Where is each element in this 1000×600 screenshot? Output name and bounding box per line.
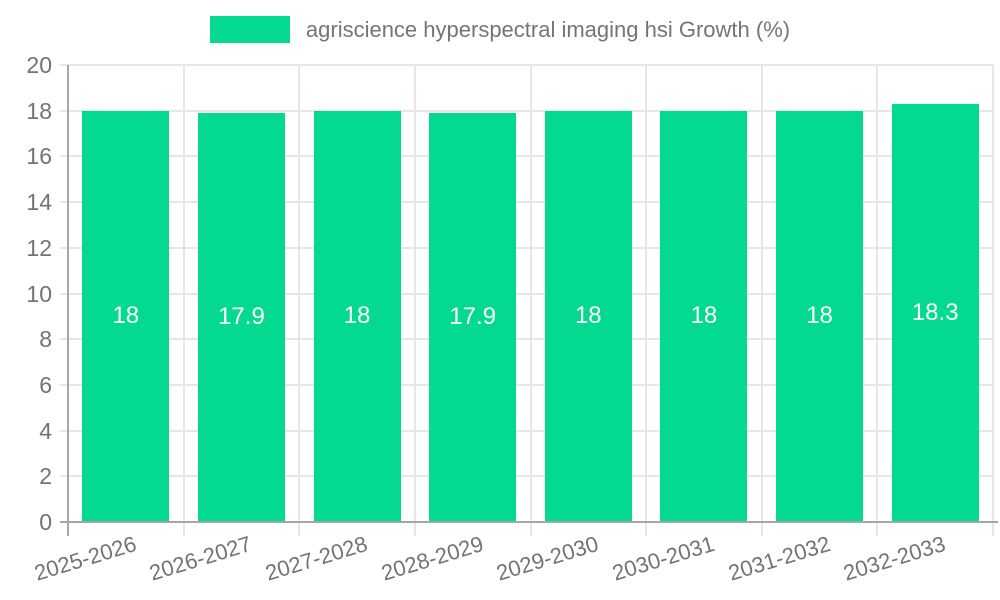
bar: 18.3 [891, 103, 979, 522]
bar: 18 [544, 110, 632, 522]
y-axis-tick-label: 18 [26, 97, 52, 124]
bar-value-label: 18 [574, 302, 602, 330]
y-axis-tick-label: 14 [26, 189, 52, 216]
y-axis-tick-label: 4 [39, 417, 52, 444]
plot-area: 18 17.9 18 17.9 18 18 18 18.3 [60, 64, 994, 536]
bar: 18 [82, 110, 170, 522]
bar: 17.9 [429, 112, 517, 522]
y-axis-tick-label: 10 [26, 280, 52, 307]
y-axis-tick-label: 16 [26, 143, 52, 170]
bar: 17.9 [197, 112, 285, 522]
bar-value-label: 18.3 [911, 298, 959, 326]
x-gridline [992, 65, 994, 536]
y-gridline [60, 109, 993, 112]
y-axis-tick-label: 2 [39, 463, 52, 490]
y-axis-tick-label: 6 [39, 371, 52, 398]
y-axis-line [67, 65, 69, 536]
y-gridline [60, 155, 993, 158]
y-gridline [60, 383, 993, 386]
y-gridline [60, 475, 993, 478]
bar-value-label: 17.9 [218, 303, 265, 331]
y-gridline [60, 64, 993, 66]
y-gridline [60, 429, 993, 432]
legend-label: agriscience hyperspectral imaging hsi Gr… [305, 17, 791, 42]
bar-value-label: 17.9 [449, 303, 497, 331]
bar-value-label: 18 [806, 302, 833, 330]
x-gridline [413, 65, 416, 536]
y-axis-tick-label: 0 [39, 509, 52, 535]
legend-swatch [209, 16, 290, 43]
x-gridline [182, 65, 185, 536]
y-axis-tick-label: 8 [39, 326, 52, 353]
y-gridline [60, 338, 993, 341]
x-axis-line [60, 521, 998, 523]
x-gridline [529, 65, 532, 536]
y-gridline [60, 246, 993, 249]
x-gridline [876, 65, 879, 536]
y-gridline [60, 292, 993, 295]
bar: 18 [660, 110, 748, 522]
bar-value-label: 18 [112, 302, 140, 330]
bar-value-label: 18 [690, 302, 718, 330]
bar-value-label: 18 [343, 302, 371, 330]
y-axis-tick-label: 20 [26, 52, 52, 78]
legend: agriscience hyperspectral imaging hsi Gr… [0, 16, 1000, 43]
bar: 18 [313, 110, 401, 522]
x-gridline [645, 65, 648, 536]
y-gridline [60, 201, 993, 204]
bar: 18 [776, 110, 864, 522]
x-gridline [760, 65, 763, 536]
x-gridline [298, 65, 301, 536]
y-axis-tick-label: 12 [26, 234, 52, 261]
